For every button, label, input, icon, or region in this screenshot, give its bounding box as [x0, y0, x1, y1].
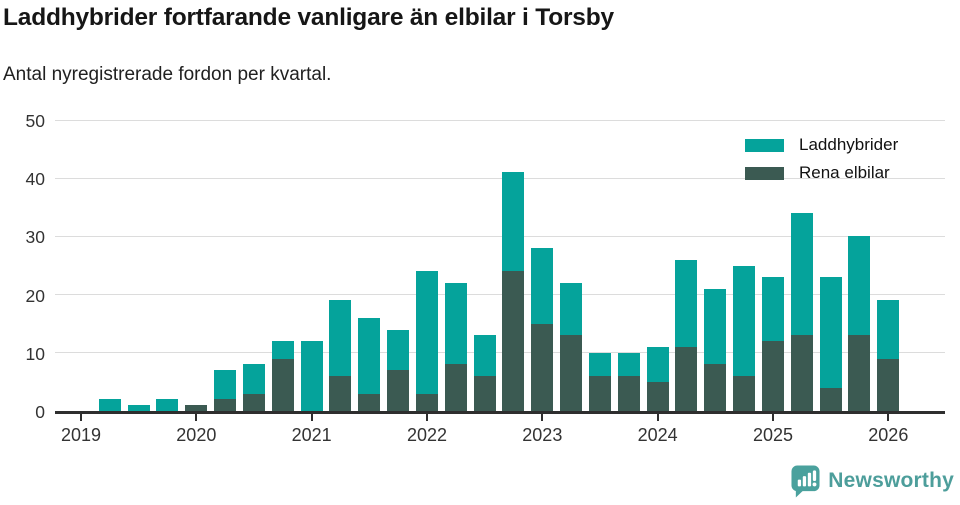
bar-segment-laddhybrider — [242, 364, 265, 394]
bar-segment-rena-elbilar — [214, 399, 237, 411]
bar-segment-rena-elbilar — [646, 381, 669, 411]
x-axis-year-label: 2022 — [406, 425, 447, 445]
x-axis-tick — [771, 414, 774, 421]
bar-segment-rena-elbilar — [675, 346, 698, 411]
bar-segment-rena-elbilar — [560, 335, 583, 411]
x-axis-tick — [541, 414, 544, 421]
bar-segment-rena-elbilar — [819, 387, 842, 411]
bar-segment-laddhybrider — [617, 352, 640, 377]
bar-segment-laddhybrider — [819, 277, 842, 388]
bar-segment-laddhybrider — [790, 213, 813, 336]
bar-segment-laddhybrider — [848, 236, 871, 336]
bar-segment-laddhybrider — [733, 265, 756, 377]
gridline — [55, 119, 945, 121]
bar-segment-laddhybrider — [704, 288, 727, 365]
bar-segment-laddhybrider — [502, 172, 525, 272]
brand-name: Newsworthy — [828, 469, 954, 492]
x-axis-year-label: 2024 — [637, 425, 678, 445]
chart-subtitle: Antal nyregistrerade fordon per kvartal. — [3, 64, 332, 85]
x-axis-year-label: 2025 — [752, 425, 793, 445]
x-axis-tick — [310, 414, 313, 421]
y-axis-tick-label: 10 — [25, 343, 45, 364]
bar-segment-rena-elbilar — [444, 364, 467, 411]
bar-segment-laddhybrider — [329, 300, 352, 377]
bar-segment-laddhybrider — [127, 405, 150, 411]
bar-segment-rena-elbilar — [877, 358, 900, 411]
bar-segment-laddhybrider — [531, 248, 554, 324]
y-axis-tick-label: 0 — [35, 402, 45, 422]
bar-segment-rena-elbilar — [473, 376, 496, 411]
bar-segment-rena-elbilar — [387, 370, 410, 411]
y-axis: 0 10 20 30 40 50 — [0, 112, 45, 421]
bar-segment-laddhybrider — [98, 399, 121, 411]
bar-segment-rena-elbilar — [329, 376, 352, 411]
bar-segment-laddhybrider — [646, 347, 669, 382]
bar-segment-rena-elbilar — [271, 358, 294, 411]
x-axis-tick — [425, 414, 428, 421]
bars-layer — [55, 120, 945, 417]
legend-item-rena-elbilar: Rena elbilar — [745, 163, 898, 183]
bar-segment-laddhybrider — [271, 341, 294, 359]
bar-segment-rena-elbilar — [531, 323, 554, 411]
bar-segment-laddhybrider — [300, 341, 323, 411]
x-axis-year-label: 2021 — [291, 425, 332, 445]
bar-segment-laddhybrider — [387, 329, 410, 371]
bar-segment-laddhybrider — [358, 317, 381, 394]
y-axis-tick-label: 50 — [25, 111, 45, 131]
legend-swatch-laddhybrider — [745, 138, 784, 152]
legend-swatch-rena-elbilar — [745, 166, 784, 180]
x-axis-year-label: 2026 — [868, 425, 909, 445]
brand-footer: Newsworthy — [791, 463, 954, 499]
legend: Laddhybrider Rena elbilar — [745, 135, 898, 191]
bar-segment-rena-elbilar — [733, 376, 756, 411]
x-axis-line — [55, 411, 945, 414]
bar-segment-laddhybrider — [877, 300, 900, 359]
x-axis-tick — [656, 414, 659, 421]
bar-segment-rena-elbilar — [588, 376, 611, 411]
legend-item-laddhybrider: Laddhybrider — [745, 135, 898, 155]
x-axis-year-label: 2020 — [176, 425, 217, 445]
newsworthy-logo-icon — [791, 465, 820, 497]
bar-segment-laddhybrider — [444, 282, 467, 365]
legend-label-laddhybrider: Laddhybrider — [799, 135, 899, 154]
plot-area: 2019 2020 2021 2022 2023 2024 2025 2026 Laddhyb… — [55, 119, 945, 445]
legend-label-rena-elbilar: Rena elbilar — [799, 163, 890, 182]
gridline — [55, 352, 945, 354]
bar-segment-laddhybrider — [156, 399, 179, 411]
bar-segment-laddhybrider — [588, 352, 611, 377]
bar-segment-laddhybrider — [473, 335, 496, 377]
y-axis-tick-label: 20 — [25, 285, 45, 306]
bar-segment-rena-elbilar — [704, 364, 727, 411]
bar-segment-rena-elbilar — [848, 335, 871, 411]
x-axis-tick — [887, 414, 890, 421]
gridline — [55, 235, 945, 237]
bar-segment-rena-elbilar — [415, 393, 438, 411]
bar-segment-laddhybrider — [675, 259, 698, 347]
bar-segment-rena-elbilar — [502, 271, 525, 411]
x-axis-tick — [80, 414, 82, 421]
gridline — [55, 177, 945, 179]
x-axis-year-label: 2019 — [60, 425, 102, 445]
bar-segment-rena-elbilar — [617, 376, 640, 411]
gridline — [55, 294, 945, 296]
bar-segment-laddhybrider — [761, 277, 784, 342]
chart-title: Laddhybrider fortfarande vanligare än el… — [3, 4, 614, 31]
bar-segment-rena-elbilar — [242, 393, 265, 411]
x-axis-year-label: 2023 — [522, 425, 563, 445]
bar-segment-rena-elbilar — [790, 335, 813, 411]
y-axis-tick-label: 30 — [25, 227, 45, 248]
x-axis-tick — [195, 414, 198, 421]
bar-segment-laddhybrider — [214, 370, 237, 400]
bar-segment-rena-elbilar — [358, 393, 381, 411]
bar-segment-laddhybrider — [560, 282, 583, 336]
bar-segment-rena-elbilar — [185, 405, 208, 411]
bar-segment-laddhybrider — [415, 271, 438, 394]
bar-segment-rena-elbilar — [761, 341, 784, 411]
y-axis-tick-label: 40 — [25, 169, 45, 190]
